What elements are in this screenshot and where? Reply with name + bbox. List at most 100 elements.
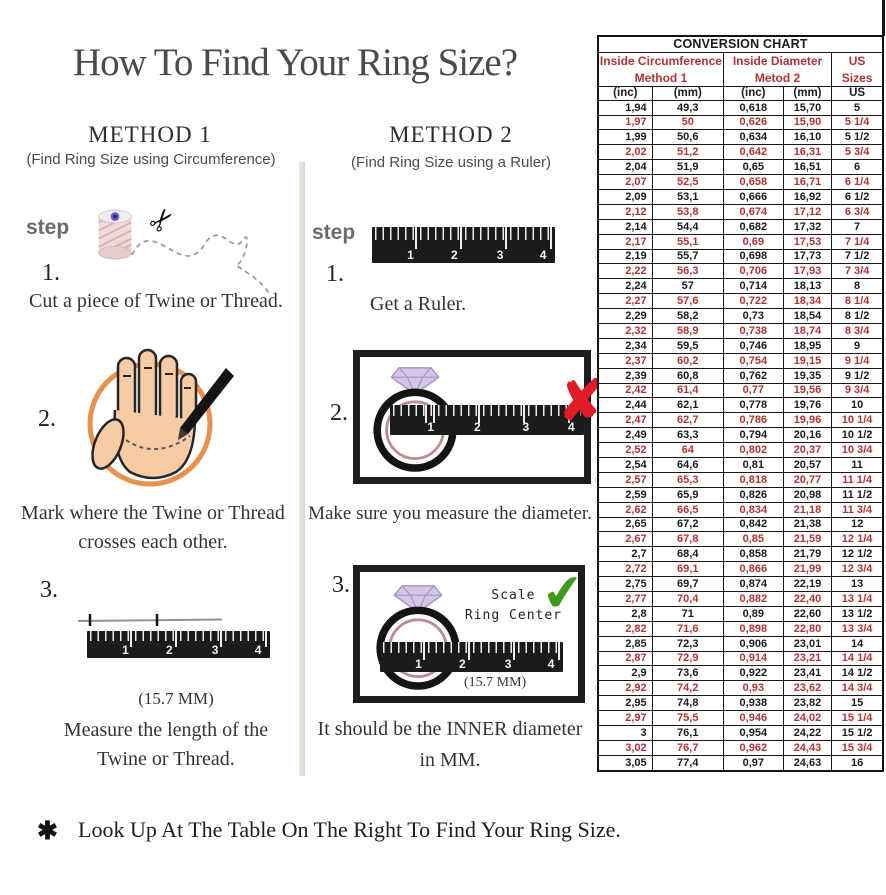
table-cell: 18,95 <box>782 337 833 354</box>
table-cell: 2,44 <box>597 397 653 414</box>
table-cell: 50 <box>651 114 724 131</box>
table-group-header: Inside Circumference Method 1 <box>597 52 724 87</box>
table-cell: 59,5 <box>651 337 724 354</box>
table-cell: 6 3/4 <box>831 203 884 220</box>
table-cell: 0,626 <box>722 114 784 131</box>
table-cell: 0,93 <box>722 680 784 697</box>
ruler-number: 4 <box>254 643 262 657</box>
measured-thread-line <box>77 614 223 626</box>
table-cell: 17,53 <box>782 233 833 250</box>
table-cell: 0,738 <box>722 323 784 339</box>
table-row: 2,27 57,6 0,722 18,34 8 1/4 <box>597 293 884 310</box>
table-cell: 2,87 <box>597 650 653 667</box>
table-cell: 12 1/4 <box>831 531 884 548</box>
table-subheader: (mm) <box>651 86 724 101</box>
table-cell: 0,898 <box>722 620 784 637</box>
ruler-number: 2 <box>166 643 173 657</box>
table-cell: 0,802 <box>722 442 784 459</box>
table-cell: 23,41 <box>782 665 833 682</box>
table-row: 2,07 52,5 0,658 16,71 6 1/4 <box>597 174 884 190</box>
table-cell: 13 1/4 <box>831 591 884 607</box>
table-cell: 18,34 <box>782 293 833 310</box>
table-cell: 53,1 <box>651 188 724 205</box>
table-cell: 72,9 <box>651 650 724 667</box>
method1-step3-number: 3. <box>40 577 58 603</box>
table-cell: 5 1/2 <box>831 129 884 146</box>
ruler-graphic: 1 2 3 4 <box>390 405 584 435</box>
ruler-number: 2 <box>459 657 466 671</box>
table-cell: 11 1/2 <box>831 486 884 503</box>
method2-step-label: step <box>312 221 356 244</box>
ruler-number: 1 <box>407 248 414 262</box>
method2-step2-number: 2. <box>330 400 348 426</box>
table-row: 2,97 75,5 0,946 24,02 15 1/4 <box>597 710 884 727</box>
table-row: 2,52 64 0,802 20,37 10 3/4 <box>597 442 884 459</box>
table-row: 2,57 65,3 0,818 20,77 11 1/4 <box>597 471 884 488</box>
table-cell: 65,3 <box>651 471 724 488</box>
table-cell: 7 3/4 <box>831 263 884 280</box>
table-cell: 11 <box>831 457 884 473</box>
table-cell: 20,57 <box>782 457 833 473</box>
method1-subtitle: (Find Ring Size using Circumference) <box>26 151 276 168</box>
table-cell: 2,7 <box>597 546 653 563</box>
table-cell: 2,29 <box>597 308 653 324</box>
table-cell: 0,634 <box>722 129 784 146</box>
table-cell: 76,7 <box>651 739 724 756</box>
table-cell: 15,70 <box>782 99 833 116</box>
table-cell: 8 1/4 <box>831 293 884 310</box>
table-cell: 24,22 <box>782 725 833 741</box>
hand-marking-illustration <box>87 348 234 487</box>
table-cell: 76,1 <box>651 725 724 741</box>
table-cell: 17,93 <box>782 263 833 280</box>
table-cell: 2,22 <box>597 263 653 280</box>
table-cell: 18,54 <box>782 308 833 324</box>
table-cell: 0,842 <box>722 516 784 533</box>
table-cell: 2,34 <box>597 337 653 354</box>
table-cell: 6 1/2 <box>831 188 884 205</box>
table-cell: 21,38 <box>782 516 833 533</box>
diamond-ring-illustration <box>376 585 460 690</box>
table-row: 2,7 68,4 0,858 21,79 12 1/2 <box>597 546 884 563</box>
table-cell: 10 1/2 <box>831 427 884 444</box>
table-cell: 19,76 <box>782 397 833 414</box>
conversion-table: CONVERSION CHART Inside Circumference Me… <box>597 35 884 772</box>
table-cell: 62,1 <box>651 397 724 414</box>
table-row: 2,19 55,7 0,698 17,73 7 1/2 <box>597 248 884 265</box>
ruler-number: 1 <box>122 643 129 657</box>
table-cell: 15 <box>831 695 884 712</box>
table-cell: 16,51 <box>782 159 833 176</box>
table-cell: 10 1/4 <box>831 412 884 429</box>
correct-measure-figure: Scale Ring Center ✔ 1 2 3 4 (15.7 MM) <box>353 563 587 703</box>
scale-ring-center-label: Scale Ring Center <box>464 588 562 623</box>
table-cell: 24,43 <box>782 739 833 756</box>
table-cell: 69,7 <box>651 576 724 593</box>
table-cell: 58,9 <box>651 323 724 339</box>
table-cell: 2,32 <box>597 323 653 339</box>
table-cell: 67,2 <box>651 516 724 533</box>
table-cell: 71 <box>651 605 724 622</box>
table-row: 2,14 54,4 0,682 17,32 7 <box>597 218 884 235</box>
table-cell: 66,5 <box>651 501 724 518</box>
table-cell: 0,938 <box>722 695 784 712</box>
asterisk-icon: ✱ <box>37 817 58 845</box>
table-cell: 2,27 <box>597 293 653 310</box>
table-subheader: (mm) <box>782 86 833 101</box>
table-cell: 0,754 <box>722 352 784 369</box>
table-cell: 2,95 <box>597 695 653 712</box>
table-row: 2,82 71,6 0,898 22,80 13 3/4 <box>597 620 884 637</box>
table-cell: 6 <box>831 159 884 176</box>
table-cell: 2,57 <box>597 471 653 488</box>
table-cell: 0,882 <box>722 591 784 607</box>
table-cell: 64,6 <box>651 457 724 473</box>
table-cell: 15,90 <box>782 114 833 131</box>
diamond-icon <box>393 585 443 614</box>
table-cell: 8 <box>831 278 884 295</box>
table-subheader: US <box>831 86 884 101</box>
table-cell: 0,762 <box>722 367 784 384</box>
table-cell: 2,14 <box>597 218 653 235</box>
table-cell: 2,09 <box>597 188 653 205</box>
table-cell: 0,914 <box>722 650 784 667</box>
ruler-number: 4 <box>547 657 555 671</box>
table-cell: 21,59 <box>782 531 833 548</box>
table-cell: 12 <box>831 516 884 533</box>
